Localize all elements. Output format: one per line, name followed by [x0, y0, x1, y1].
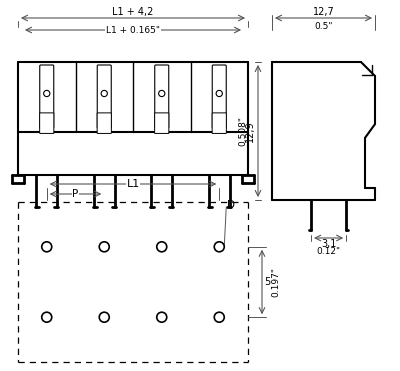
Circle shape: [101, 91, 107, 96]
Circle shape: [42, 312, 52, 322]
FancyBboxPatch shape: [40, 113, 54, 134]
FancyBboxPatch shape: [212, 65, 226, 128]
Circle shape: [214, 242, 224, 252]
Circle shape: [216, 91, 222, 96]
Text: 0.508": 0.508": [238, 116, 247, 146]
Text: D: D: [227, 200, 235, 210]
Text: L1: L1: [126, 179, 140, 189]
FancyBboxPatch shape: [155, 65, 169, 128]
FancyBboxPatch shape: [212, 113, 226, 134]
FancyBboxPatch shape: [40, 65, 54, 128]
Circle shape: [42, 242, 52, 252]
Text: L1 + 4,2: L1 + 4,2: [112, 7, 154, 17]
Text: 12,7: 12,7: [313, 7, 334, 17]
Circle shape: [157, 312, 167, 322]
Circle shape: [44, 91, 50, 96]
Text: 0.197": 0.197": [271, 267, 280, 297]
Circle shape: [99, 312, 109, 322]
FancyBboxPatch shape: [97, 113, 111, 134]
Text: L1 + 0.165": L1 + 0.165": [106, 26, 160, 35]
Text: 0.5": 0.5": [314, 22, 333, 30]
Circle shape: [214, 312, 224, 322]
Text: 0.12": 0.12": [316, 247, 341, 256]
Text: 12,9: 12,9: [245, 120, 255, 142]
Circle shape: [157, 242, 167, 252]
Text: P: P: [72, 189, 79, 199]
Text: 3,1: 3,1: [321, 239, 336, 249]
Circle shape: [159, 91, 165, 96]
Text: 5: 5: [264, 277, 270, 287]
Circle shape: [99, 242, 109, 252]
FancyBboxPatch shape: [155, 113, 169, 134]
FancyBboxPatch shape: [97, 65, 111, 128]
